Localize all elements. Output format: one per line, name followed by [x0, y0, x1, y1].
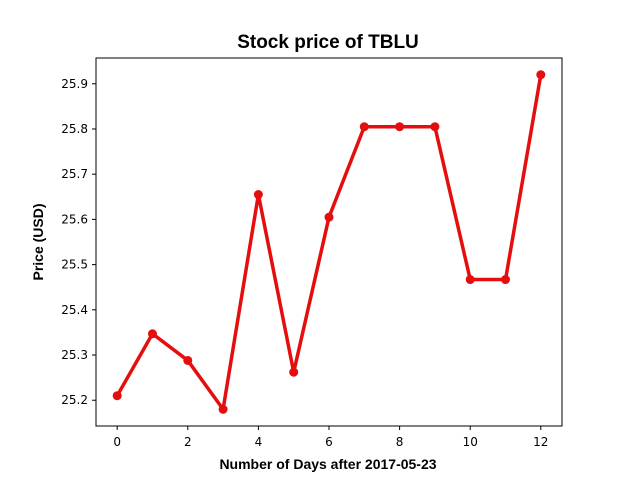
y-tick-label: 25.5 — [61, 258, 88, 272]
data-point — [289, 367, 299, 377]
data-point — [253, 190, 263, 200]
y-tick-label: 25.4 — [61, 303, 88, 317]
x-tick-label: 2 — [184, 435, 192, 449]
data-point — [112, 391, 122, 401]
x-axis-ticks: 0 2 4 6 8 10 12 — [113, 426, 548, 449]
data-point — [465, 275, 475, 285]
data-point — [183, 355, 193, 365]
data-point — [536, 70, 546, 80]
y-tick-label: 25.8 — [61, 122, 88, 136]
plot-area — [112, 70, 546, 414]
data-point — [147, 329, 157, 339]
x-tick-label: 10 — [463, 435, 478, 449]
y-tick-label: 25.6 — [61, 212, 88, 226]
data-point — [430, 122, 440, 132]
x-tick-label: 12 — [533, 435, 548, 449]
chart-title: Stock price of TBLU — [237, 32, 419, 53]
data-point — [359, 122, 369, 132]
data-point — [218, 404, 228, 414]
y-tick-label: 25.7 — [61, 167, 88, 181]
y-tick-label: 25.2 — [61, 393, 88, 407]
y-tick-label: 25.9 — [61, 77, 88, 91]
x-tick-label: 8 — [396, 435, 404, 449]
x-tick-label: 0 — [113, 435, 121, 449]
x-axis-label: Number of Days after 2017-05-23 — [219, 456, 436, 472]
x-tick-label: 4 — [255, 435, 263, 449]
y-tick-label: 25.3 — [61, 348, 88, 362]
y-axis-label: Price (USD) — [30, 203, 46, 280]
y-axis-ticks: 25.2 25.3 25.4 25.5 25.6 25.7 25.8 25.9 — [61, 77, 96, 407]
x-tick-label: 6 — [325, 435, 333, 449]
data-point — [501, 275, 511, 285]
data-point — [324, 212, 334, 222]
data-point — [395, 122, 405, 132]
